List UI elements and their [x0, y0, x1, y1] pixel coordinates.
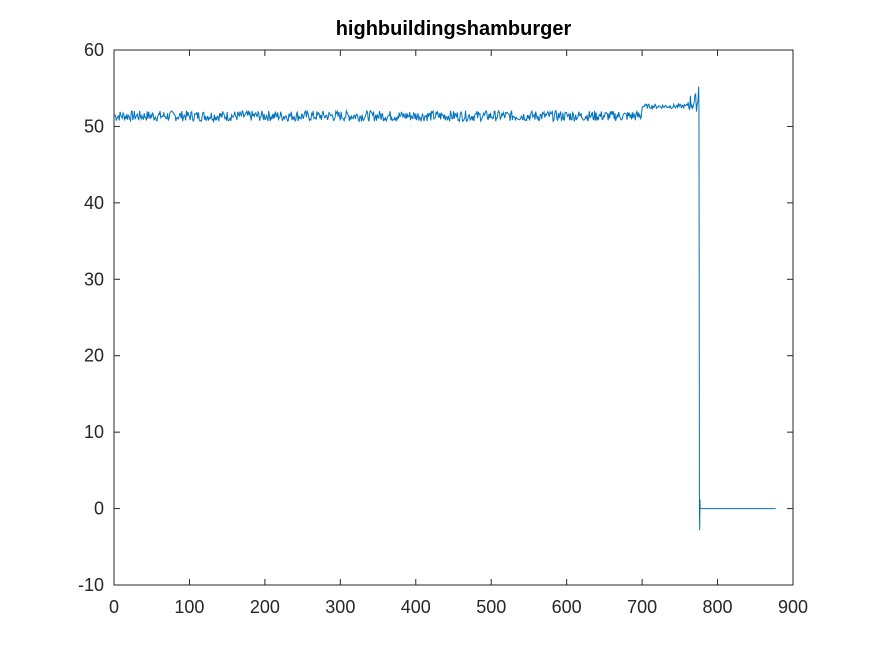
y-tick-label: 0	[94, 499, 104, 519]
x-tick-label: 200	[250, 597, 280, 617]
series-line	[114, 86, 776, 530]
y-tick-label: 40	[84, 193, 104, 213]
x-tick-label: 0	[109, 597, 119, 617]
plot-area	[114, 50, 793, 585]
x-tick-label: 500	[476, 597, 506, 617]
y-tick-label: 30	[84, 269, 104, 289]
chart-title: highbuildingshamburger	[335, 18, 572, 40]
y-tick-label: 20	[84, 346, 104, 366]
x-tick-label: 600	[552, 597, 582, 617]
axes-box	[113, 49, 794, 586]
x-tick-label: 900	[778, 597, 808, 617]
y-tick-label: 50	[84, 116, 104, 136]
y-tick-label: 60	[84, 40, 104, 60]
y-tick-label: -10	[78, 575, 104, 595]
x-tick-label: 700	[627, 597, 657, 617]
x-tick-label: 800	[703, 597, 733, 617]
x-tick-label: 400	[401, 597, 431, 617]
x-tick-label: 300	[325, 597, 355, 617]
x-tick-label: 100	[174, 597, 204, 617]
y-tick-label: 10	[84, 422, 104, 442]
